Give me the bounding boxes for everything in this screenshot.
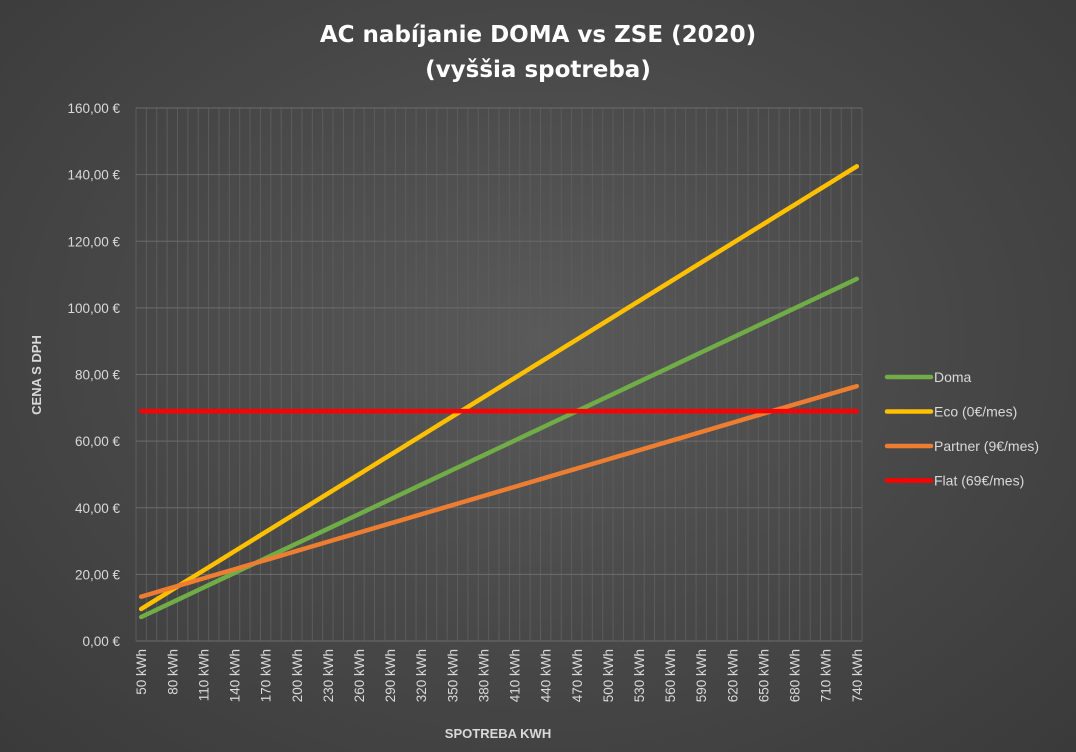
- x-tick-label: 620 kWh: [725, 649, 740, 702]
- x-tick-label: 380 kWh: [476, 649, 491, 702]
- legend-label: Doma: [934, 369, 972, 385]
- x-tick-label: 140 kWh: [228, 649, 243, 702]
- chart-title: AC nabíjanie DOMA vs ZSE (2020): [320, 22, 756, 48]
- legend-label: Eco (0€/mes): [934, 404, 1017, 420]
- y-axis-title: CENA S DPH: [29, 335, 44, 415]
- x-tick-label: 170 kWh: [259, 649, 274, 702]
- x-tick-label: 350 kWh: [445, 649, 460, 702]
- x-tick-label: 320 kWh: [414, 649, 429, 702]
- x-tick-label: 200 kWh: [290, 649, 305, 702]
- x-tick-label: 80 kWh: [165, 649, 180, 695]
- x-tick-label: 110 kWh: [196, 649, 211, 701]
- x-tick-label: 740 kWh: [850, 649, 865, 702]
- y-axis-ticks: 0,00 € 20,00 € 40,00 € 60,00 € 80,00 € 100,00…: [67, 101, 120, 649]
- x-axis-ticks: 50 kWh 80 kWh 110 kWh 140 kWh 170 kWh 200 kWh…: [134, 649, 865, 702]
- x-tick-label: 440 kWh: [539, 649, 554, 702]
- y-tick-label: 140,00 €: [67, 168, 120, 183]
- x-tick-label: 590 kWh: [694, 649, 709, 702]
- legend-label: Flat (69€/mes): [934, 473, 1024, 489]
- y-tick-label: 20,00 €: [75, 567, 121, 582]
- x-tick-label: 500 kWh: [601, 649, 616, 702]
- x-tick-label: 530 kWh: [632, 649, 647, 702]
- x-tick-label: 260 kWh: [352, 649, 367, 702]
- x-tick-label: 50 kWh: [134, 649, 149, 695]
- series-lines: [138, 164, 860, 620]
- x-tick-label: 230 kWh: [321, 649, 336, 702]
- legend-label: Partner (9€/mes): [934, 438, 1039, 454]
- y-tick-label: 40,00 €: [75, 501, 121, 516]
- y-tick-label: 80,00 €: [75, 368, 121, 383]
- y-tick-label: 160,00 €: [67, 101, 120, 116]
- grid: [135, 107, 863, 642]
- legend: Doma Eco (0€/mes) Partner (9€/mes) Flat (69…: [884, 369, 1039, 489]
- x-tick-label: 680 kWh: [788, 649, 803, 702]
- y-tick-label: 60,00 €: [75, 434, 121, 449]
- series-line: [138, 164, 860, 612]
- chart-subtitle: (vyššia spotreba): [425, 57, 651, 83]
- x-tick-label: 290 kWh: [383, 649, 398, 702]
- x-tick-label: 650 kWh: [756, 649, 771, 702]
- x-tick-label: 560 kWh: [663, 649, 678, 702]
- x-axis-title: SPOTREBA KWH: [445, 726, 551, 741]
- y-tick-label: 0,00 €: [82, 634, 120, 649]
- x-tick-label: 470 kWh: [570, 649, 585, 702]
- y-tick-label: 100,00 €: [67, 301, 120, 316]
- y-tick-label: 120,00 €: [67, 234, 120, 249]
- x-tick-label: 710 kWh: [819, 649, 834, 702]
- x-tick-label: 410 kWh: [508, 649, 523, 702]
- series-line: [138, 383, 860, 599]
